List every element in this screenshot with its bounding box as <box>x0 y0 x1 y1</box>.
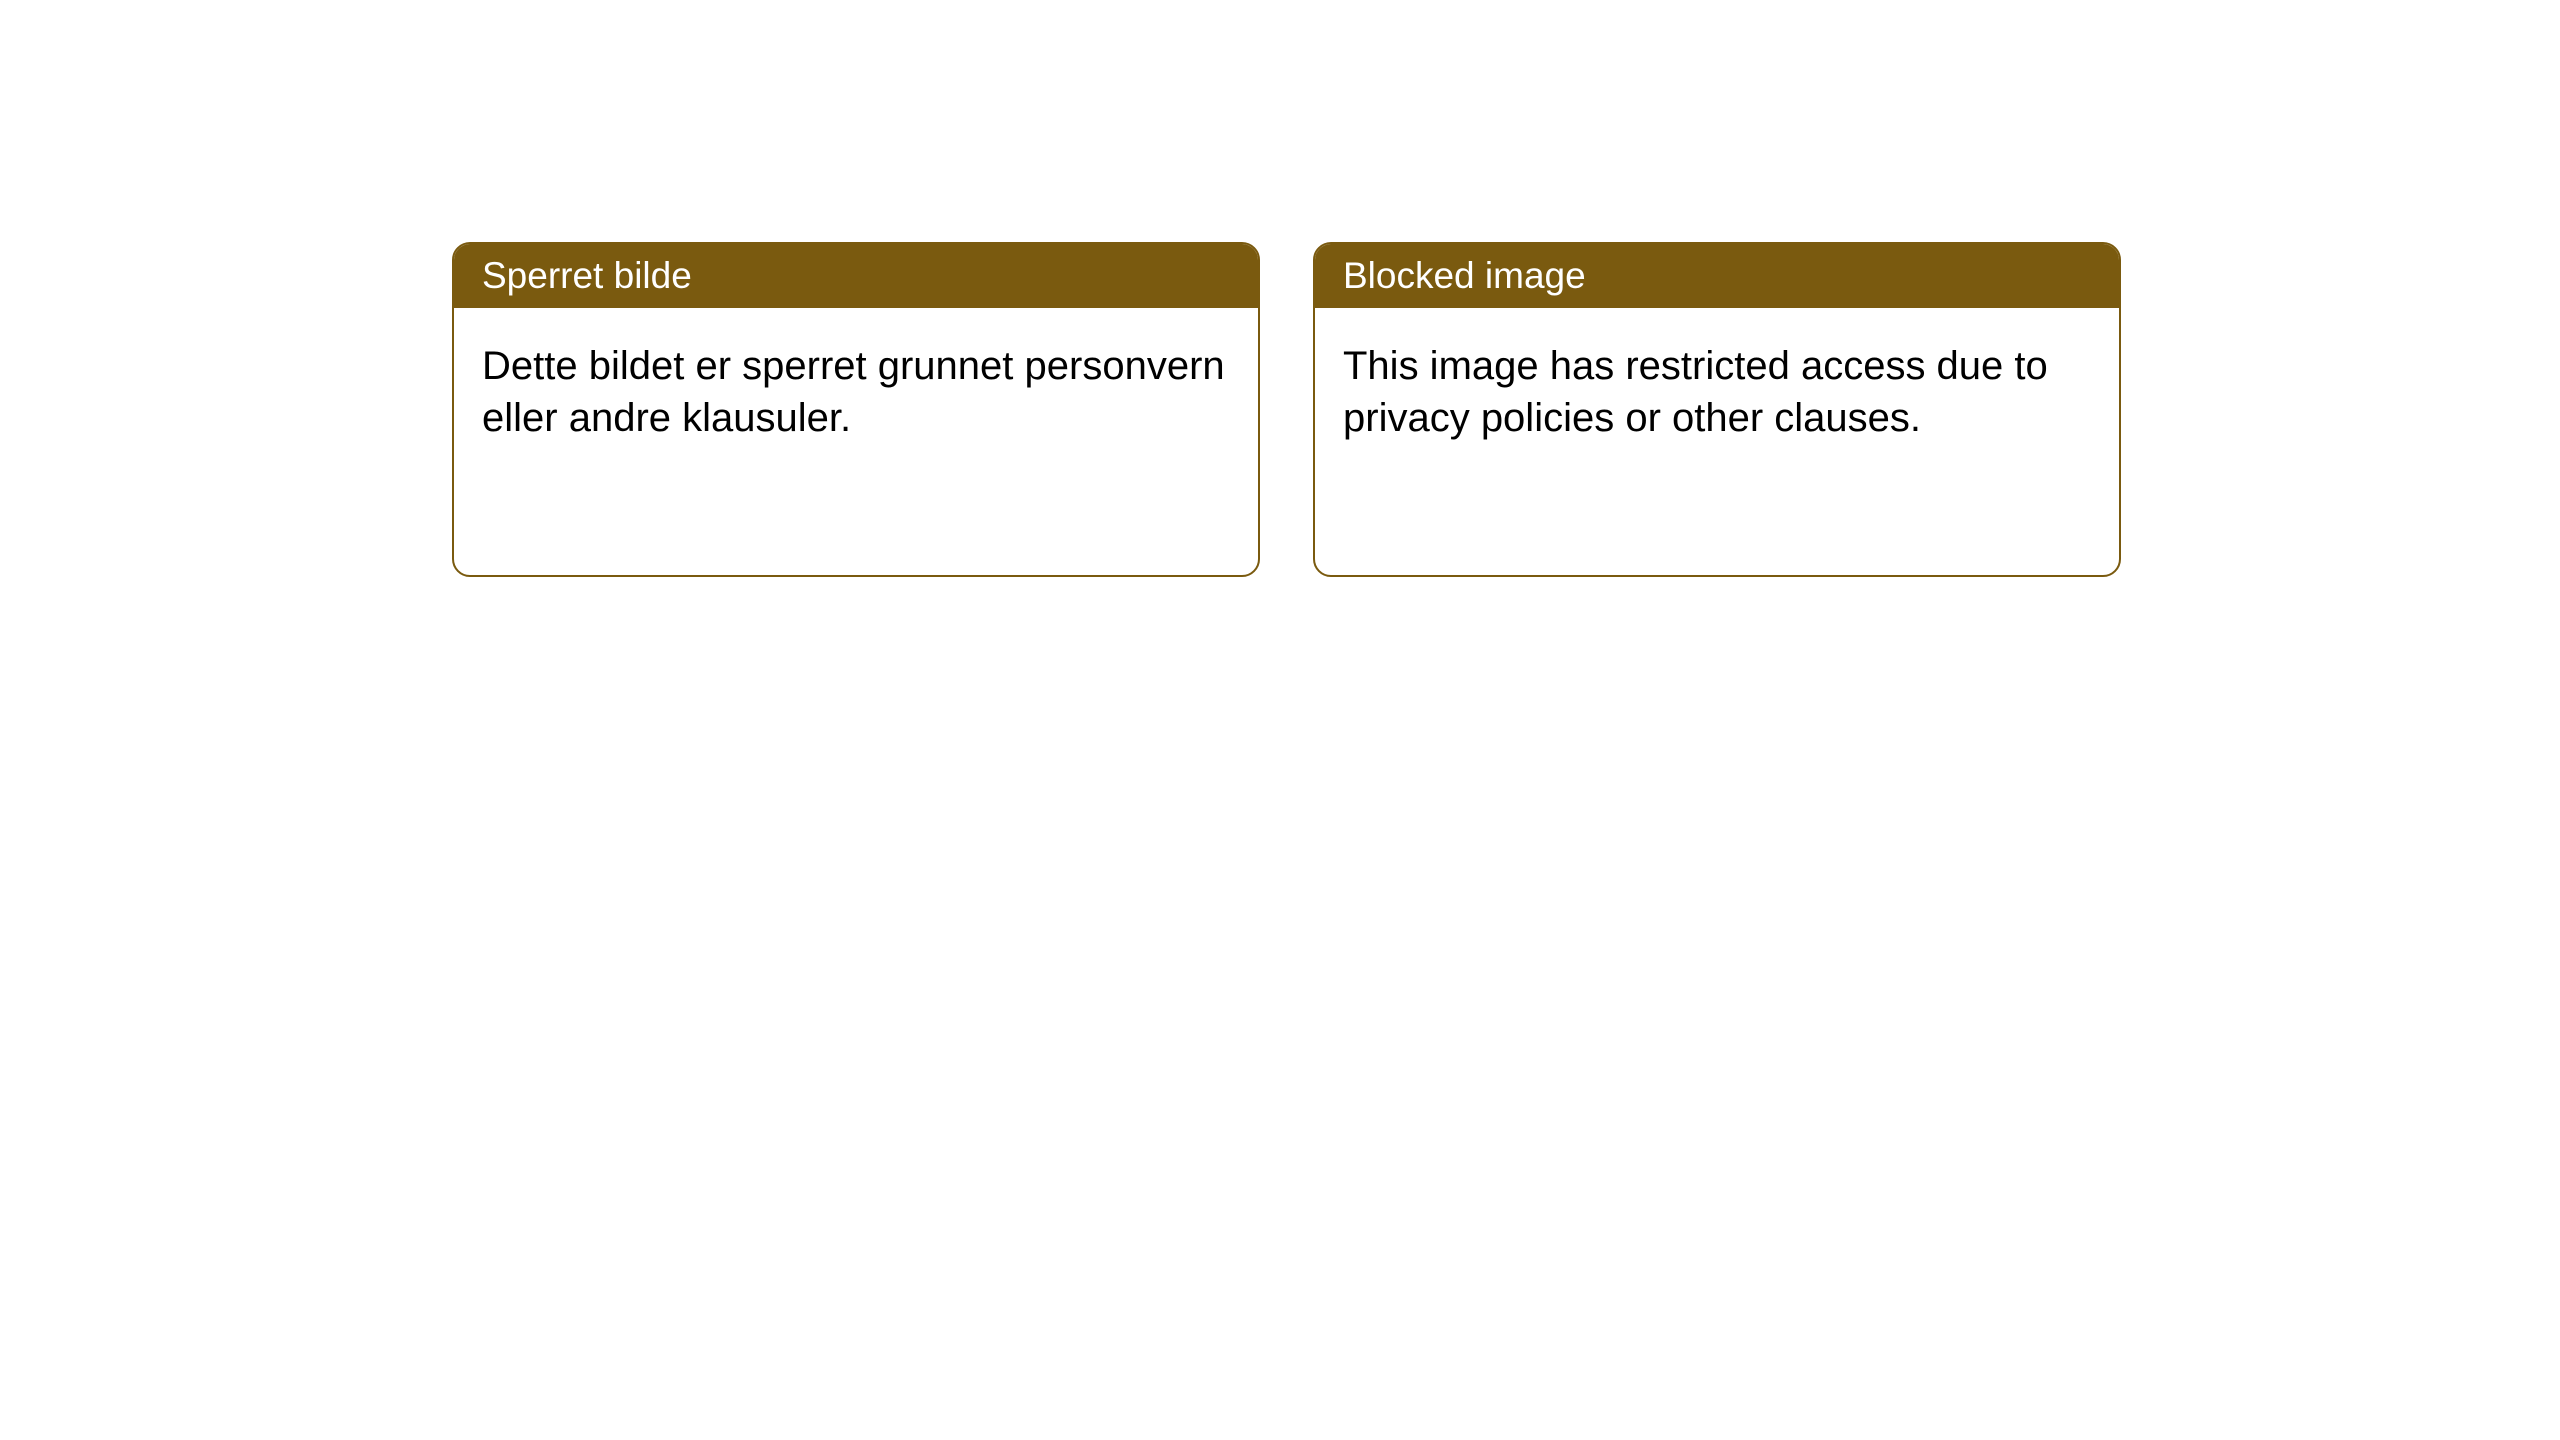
card-title: Sperret bilde <box>482 255 692 296</box>
notice-card-english: Blocked image This image has restricted … <box>1313 242 2121 577</box>
card-header: Blocked image <box>1315 244 2119 308</box>
notice-card-norwegian: Sperret bilde Dette bildet er sperret gr… <box>452 242 1260 577</box>
card-body-text: This image has restricted access due to … <box>1343 344 2048 440</box>
card-title: Blocked image <box>1343 255 1586 296</box>
card-body-text: Dette bildet er sperret grunnet personve… <box>482 344 1225 440</box>
card-header: Sperret bilde <box>454 244 1258 308</box>
card-body: This image has restricted access due to … <box>1315 308 2119 476</box>
card-body: Dette bildet er sperret grunnet personve… <box>454 308 1258 476</box>
notice-cards-container: Sperret bilde Dette bildet er sperret gr… <box>452 242 2560 577</box>
